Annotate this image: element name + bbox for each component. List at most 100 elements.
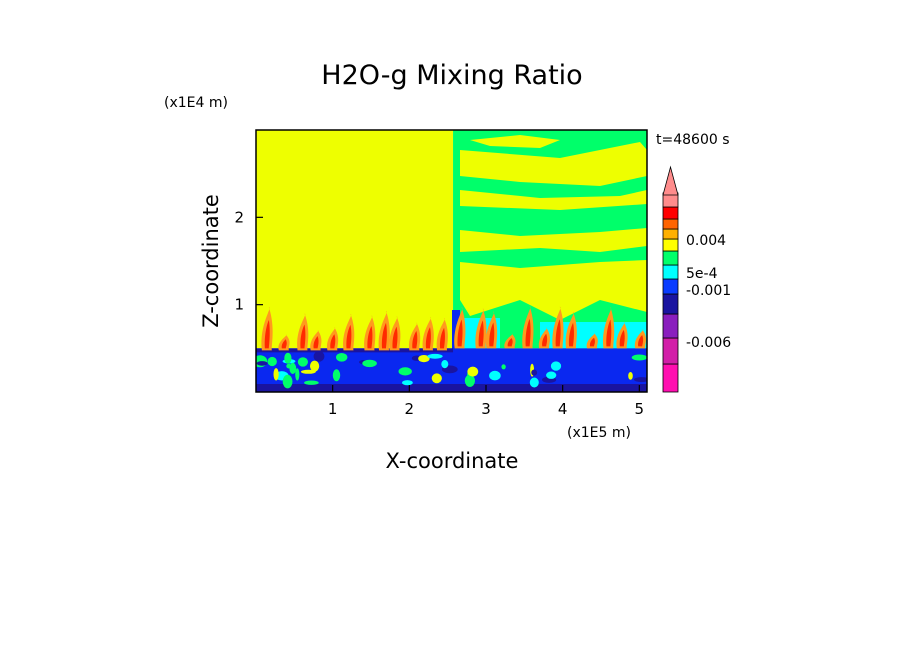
boundary-layer-eddy [256,361,268,366]
x-tick-label: 5 [635,400,645,418]
boundary-layer-eddy [501,364,506,370]
colorbar-segment [662,228,679,240]
boundary-layer-eddy [464,374,475,387]
plume-core [489,322,495,347]
plume-core [638,334,644,347]
yellow-band-3 [460,260,647,320]
boundary-layer-eddy [313,351,325,362]
colorbar-segment [662,264,679,280]
boundary-layer-eddy [286,363,292,369]
colorbar-segment [662,218,679,230]
plume-core [392,326,398,349]
boundary-layer-eddy [628,372,633,380]
yellow-band-2 [460,228,647,252]
plume-core [330,334,336,349]
plume-core [281,339,287,349]
boundary-layer-eddy [489,370,501,381]
boundary-layer-eddy [529,377,539,388]
boundary-layer-eddy [427,353,443,359]
boundary-layer-eddy [398,367,412,376]
plume-core [589,337,595,347]
plume-core [619,329,625,347]
boundary-layer-eddy [332,369,341,382]
plume-core [367,325,373,349]
boundary-layer-eddy [631,354,647,361]
boundary-layer-eddy [267,356,277,367]
boundary-layer-eddy [284,352,292,364]
colorbar-tick-label: -0.001 [686,283,731,299]
colorbar-tick-label: 0.004 [686,233,726,249]
colorbar-extend-arrow [662,165,679,196]
y-unit-label: (x1E4 m) [164,95,228,111]
plume-core [412,330,418,349]
colorbar-tick-label: -0.006 [686,335,731,351]
green-streak-1 [469,219,641,223]
x-tick-label: 2 [405,400,415,418]
boundary-layer-eddy [273,368,279,381]
y-axis-ticks: 12 [234,208,263,314]
region-left-upper [256,130,454,349]
plume-core [525,318,531,347]
boundary-layer-eddy [431,373,442,384]
plume-core [478,320,484,347]
boundary-layer-eddy [467,366,479,377]
boundary-layer-eddy [310,360,320,372]
colorbar-segment [662,278,679,295]
x-tick-label: 3 [481,400,491,418]
plume-core [568,322,574,347]
plume-core [313,335,319,349]
boundary-layer-eddy [336,353,348,362]
plume-core [346,324,352,349]
boundary-layer-eddy [546,371,557,379]
colorbar-segment [662,337,679,365]
plume-core [381,322,387,349]
plot-frame [255,129,648,393]
yellow-band-4 [470,135,560,148]
boundary-layer-eddy [300,369,316,374]
boundary-layer-eddy [634,377,647,383]
plume-core [300,324,306,349]
colorbar-segment [662,363,679,393]
plume-core [439,327,445,349]
plume-core [555,318,561,347]
boundary-layer-eddy [297,357,308,367]
boundary-layer-eddy [295,368,300,381]
boundary-layer-eddy [531,369,538,376]
x-axis-ticks: 1 2 3 4 5 [328,385,644,418]
boundary-layer-eddy [362,359,377,368]
colorbar: 0.004 5e-4-0.001 -0.006 [662,165,731,393]
boundary-layer-eddy [282,374,293,389]
boundary-layer-eddy [304,380,319,385]
boundary-layer-eddy [550,361,562,371]
yellow-band-1 [460,190,647,210]
colorbar-segment [662,313,679,339]
plume-core [542,333,548,347]
colorbar-segment [662,238,679,252]
plume-core [507,338,513,347]
boundary-layer-eddy [402,380,413,386]
x-unit-label: (x1E5 m) [567,425,631,441]
time-label: t=48600 s [656,132,730,148]
colorbar-segment [662,293,679,315]
colorbar-segment [662,206,679,220]
colorbar-segment [662,250,679,266]
y-tick-label: 2 [234,208,244,226]
boundary-layer-eddy [418,355,430,363]
y-tick-label: 1 [234,296,244,314]
x-tick-label: 4 [558,400,568,418]
yellow-band-0 [460,142,647,186]
boundary-layer-eddy [441,360,449,369]
x-tick-label: 1 [328,400,338,418]
plume-core [264,319,270,349]
plume-core [425,326,431,349]
plume-core [606,319,612,347]
colorbar-tick-label: 5e-4 [686,266,718,282]
plot-field [256,130,647,392]
y-axis-label: Z-coordinate [199,194,223,328]
boundary-layer-top [256,348,454,353]
plume-core [457,319,463,347]
x-axis-label: X-coordinate [386,449,519,473]
chart-title: H2O-g Mixing Ratio [321,60,582,91]
boundary-layer-bottom [256,384,647,392]
